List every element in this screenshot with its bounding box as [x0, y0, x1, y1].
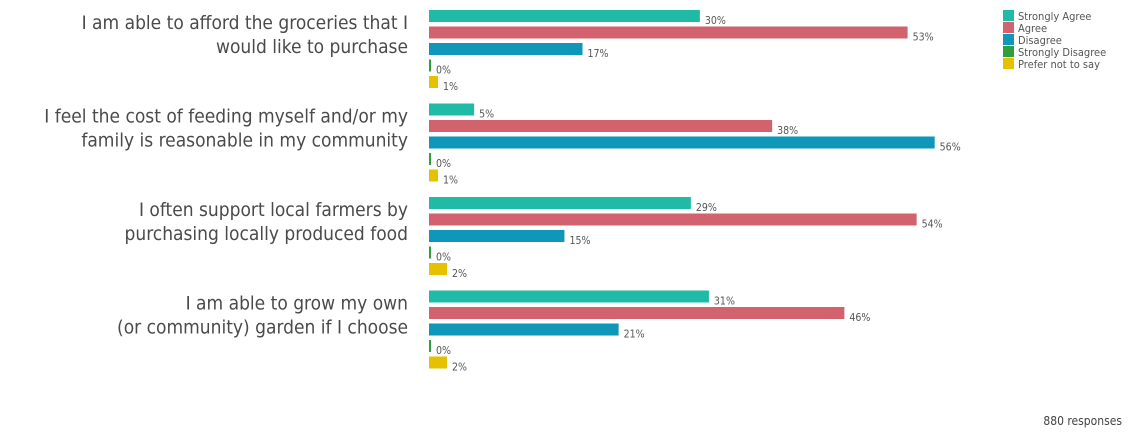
- category-label-line: I often support local farmers by: [139, 199, 408, 221]
- bar: [429, 169, 439, 182]
- data-label: 1%: [443, 175, 458, 187]
- bar: [429, 103, 475, 116]
- data-label: 1%: [443, 81, 458, 93]
- legend-item: Agree: [1018, 22, 1047, 35]
- data-label: 2%: [452, 362, 467, 374]
- data-label: 30%: [705, 15, 726, 27]
- data-label: 31%: [714, 296, 735, 308]
- data-label: 0%: [436, 65, 451, 77]
- bar: [429, 43, 583, 55]
- bar: [429, 76, 439, 88]
- data-label: 38%: [777, 125, 798, 137]
- response-count: 880 responses: [1043, 414, 1122, 428]
- bar: [429, 120, 773, 132]
- legend-swatch: [1003, 46, 1014, 57]
- bar: [429, 356, 448, 369]
- bar: [429, 290, 709, 303]
- bar: [429, 307, 845, 319]
- category-label-line: would like to purchase: [216, 36, 408, 58]
- bar: [429, 10, 700, 22]
- legend-swatch: [1003, 58, 1014, 69]
- category-label-line: I am able to grow my own: [186, 293, 408, 315]
- data-label: 15%: [569, 235, 590, 247]
- bar: [429, 263, 448, 275]
- bar: [429, 340, 431, 352]
- legend-item: Disagree: [1018, 34, 1062, 47]
- category-label-line: I am able to afford the groceries that I: [82, 12, 408, 34]
- category-label-line: family is reasonable in my community: [81, 130, 408, 152]
- legend-item: Strongly Agree: [1018, 10, 1091, 23]
- legend-swatch: [1003, 22, 1014, 33]
- data-label: 0%: [436, 252, 451, 264]
- data-label: 21%: [624, 329, 645, 341]
- category-label-line: purchasing locally produced food: [125, 223, 408, 245]
- legend-item: Strongly Disagree: [1018, 46, 1106, 59]
- bar: [429, 153, 431, 165]
- data-label: 29%: [696, 202, 717, 214]
- data-label: 53%: [913, 32, 934, 44]
- category-label: I often support local farmers by purchasi…: [125, 199, 408, 245]
- category-label: I am able to afford the groceries that I…: [82, 12, 408, 58]
- bar: [429, 26, 908, 39]
- category-label-line: I feel the cost of feeding myself and/or…: [44, 106, 408, 128]
- category-label: I am able to grow my own (or community) g…: [117, 293, 408, 339]
- legend-swatch: [1003, 10, 1014, 21]
- data-label: 56%: [940, 142, 961, 154]
- data-label: 17%: [588, 48, 609, 60]
- bar: [429, 246, 431, 259]
- data-label: 0%: [436, 345, 451, 357]
- legend-item: Prefer not to say: [1018, 58, 1100, 71]
- bar: [429, 230, 565, 242]
- legend-swatch: [1003, 34, 1014, 45]
- data-label: 46%: [849, 312, 870, 324]
- bar: [429, 213, 917, 226]
- bar: [429, 136, 935, 149]
- bar: [429, 323, 619, 336]
- data-label: 0%: [436, 158, 451, 170]
- category-label-line: (or community) garden if I choose: [117, 317, 408, 339]
- bar: [429, 59, 431, 72]
- data-label: 2%: [452, 268, 467, 280]
- data-label: 5%: [479, 109, 494, 121]
- category-label: I feel the cost of feeding myself and/or…: [44, 106, 408, 152]
- data-label: 54%: [922, 219, 943, 231]
- bar: [429, 197, 691, 209]
